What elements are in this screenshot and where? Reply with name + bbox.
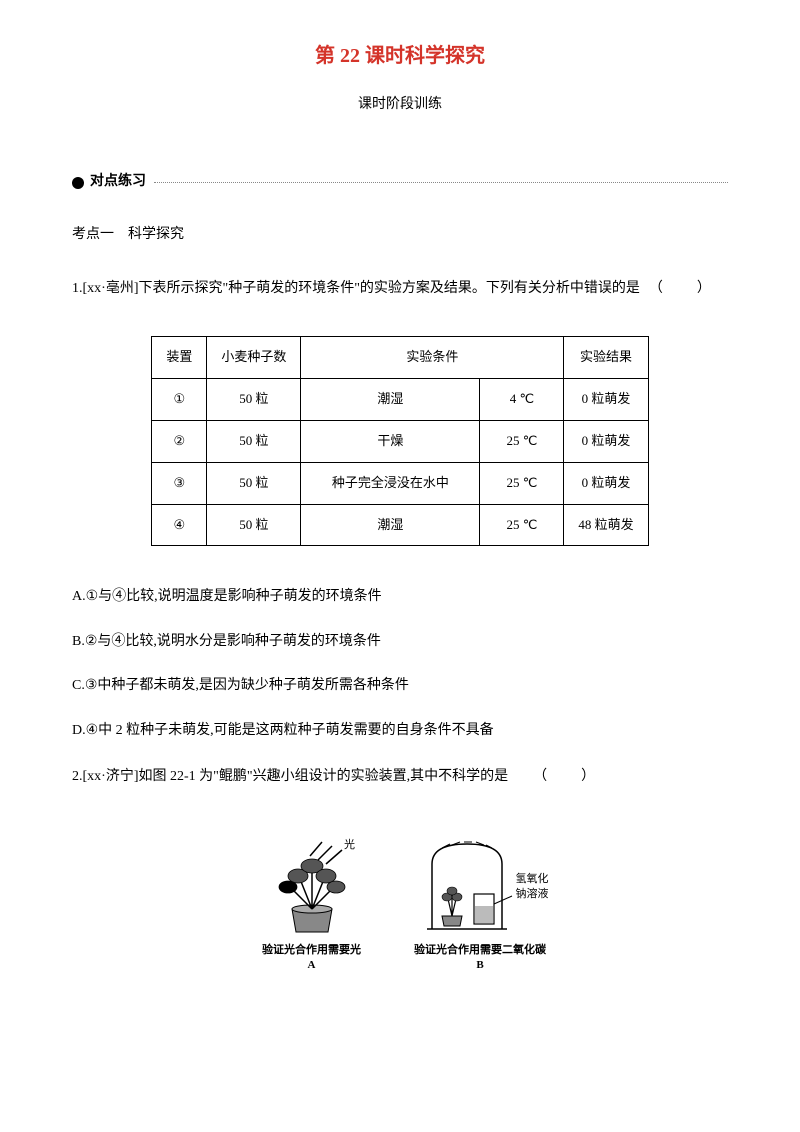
figure-a-caption-line1: 验证光合作用需要光 — [262, 944, 361, 956]
cell-temp: 25 ℃ — [480, 462, 564, 504]
th-result: 实验结果 — [564, 337, 648, 379]
table-row: ① 50 粒 潮湿 4 ℃ 0 粒萌发 — [152, 379, 648, 421]
cell-seeds: 50 粒 — [207, 462, 301, 504]
cell-temp: 25 ℃ — [480, 420, 564, 462]
table-row: ② 50 粒 干燥 25 ℃ 0 粒萌发 — [152, 420, 648, 462]
figure-b-caption-line2: B — [476, 959, 483, 971]
bullet-icon — [72, 177, 84, 189]
naoh-label-2: 钠溶液 — [516, 888, 549, 900]
cell-result: 48 粒萌发 — [564, 504, 648, 546]
table-row: ④ 50 粒 潮湿 25 ℃ 48 粒萌发 — [152, 504, 648, 546]
cell-cond: 潮湿 — [301, 379, 480, 421]
cell-result: 0 粒萌发 — [564, 420, 648, 462]
option-d: D.④中 2 粒种子未萌发,可能是这两粒种子萌发需要的自身条件不具备 — [72, 720, 728, 742]
th-device: 装置 — [152, 337, 207, 379]
th-condition: 实验条件 — [301, 337, 564, 379]
light-label: 光 — [344, 837, 355, 851]
cell-device: ① — [152, 379, 207, 421]
cell-cond: 干燥 — [301, 420, 480, 462]
q1-options: A.①与④比较,说明温度是影响种子萌发的环境条件 B.②与④比较,说明水分是影响… — [72, 586, 728, 742]
figure-b: 氢氧化 钠溶液 验证光合作用需要二氧化碳 B — [412, 834, 549, 974]
q1-stem-text: 1.[xx·亳州]下表所示探究"种子萌发的环境条件"的实验方案及结果。下列有关分… — [72, 281, 640, 296]
cell-temp: 4 ℃ — [480, 379, 564, 421]
figure-a: 光 — [252, 834, 372, 974]
question-2-stem: 2.[xx·济宁]如图 22-1 为"鲲鹏"兴趣小组设计的实验装置,其中不科学的… — [72, 764, 728, 789]
naoh-label-1: 氢氧化 — [516, 873, 549, 885]
figure-b-caption-line1: 验证光合作用需要二氧化碳 — [414, 944, 546, 956]
cell-cond: 潮湿 — [301, 504, 480, 546]
figure-a-caption-line2: A — [308, 959, 316, 971]
cell-device: ③ — [152, 462, 207, 504]
kaodian-heading: 考点一 科学探究 — [72, 224, 728, 246]
cell-temp: 25 ℃ — [480, 504, 564, 546]
section-label: 对点练习 — [90, 171, 146, 193]
cell-device: ④ — [152, 504, 207, 546]
q2-stem-text: 2.[xx·济宁]如图 22-1 为"鲲鹏"兴趣小组设计的实验装置,其中不科学的… — [72, 769, 508, 784]
table-header-row: 装置 小麦种子数 实验条件 实验结果 — [152, 337, 648, 379]
option-c: C.③中种子都未萌发,是因为缺少种子萌发所需各种条件 — [72, 675, 728, 697]
option-a: A.①与④比较,说明温度是影响种子萌发的环境条件 — [72, 586, 728, 608]
section-header: 对点练习 — [72, 171, 728, 193]
lesson-title-text: 第 22 课时科学探究 — [315, 45, 485, 67]
question-1-stem: 1.[xx·亳州]下表所示探究"种子萌发的环境条件"的实验方案及结果。下列有关分… — [72, 276, 728, 301]
q2-blank: （ ） — [508, 764, 597, 789]
cell-result: 0 粒萌发 — [564, 379, 648, 421]
cell-cond: 种子完全浸没在水中 — [301, 462, 480, 504]
experiment-table: 装置 小麦种子数 实验条件 实验结果 ① 50 粒 潮湿 4 ℃ 0 粒萌发 ②… — [151, 336, 648, 546]
cell-result: 0 粒萌发 — [564, 462, 648, 504]
figure-a-caption: 验证光合作用需要光 A — [262, 943, 361, 974]
figure-b-svg — [412, 834, 522, 939]
option-b: B.②与④比较,说明水分是影响种子萌发的环境条件 — [72, 631, 728, 653]
cell-seeds: 50 粒 — [207, 504, 301, 546]
figure-a-svg: 光 — [252, 834, 372, 939]
figure-b-side-label: 氢氧化 钠溶液 — [516, 872, 549, 901]
cell-seeds: 50 粒 — [207, 420, 301, 462]
lesson-subtitle: 课时阶段训练 — [72, 94, 728, 116]
figure-b-caption: 验证光合作用需要二氧化碳 B — [414, 943, 546, 974]
table-row: ③ 50 粒 种子完全浸没在水中 25 ℃ 0 粒萌发 — [152, 462, 648, 504]
lesson-title: 第 22 课时科学探究 — [72, 40, 728, 72]
section-line — [154, 182, 728, 184]
figure-row: 光 — [72, 834, 728, 974]
cell-seeds: 50 粒 — [207, 379, 301, 421]
cell-device: ② — [152, 420, 207, 462]
th-seeds: 小麦种子数 — [207, 337, 301, 379]
q1-blank: （ ） — [640, 276, 713, 301]
